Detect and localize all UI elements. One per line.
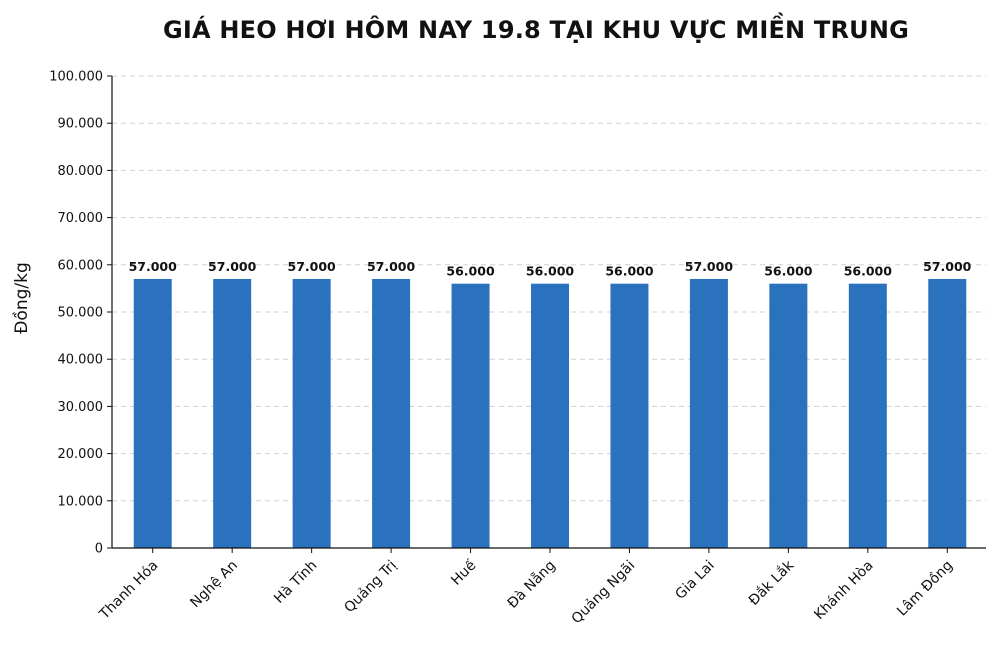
y-tick-label: 20.000 xyxy=(58,447,104,462)
data-label: 57.000 xyxy=(288,259,337,274)
bar xyxy=(928,278,967,548)
x-tick-label: Khánh Hòa xyxy=(811,558,876,623)
data-label: 57.000 xyxy=(129,259,178,274)
bar xyxy=(531,283,569,548)
bar xyxy=(451,283,490,548)
axes xyxy=(107,75,986,553)
x-tick-label: Gia Lai xyxy=(672,558,717,603)
data-label: 57.000 xyxy=(367,259,416,274)
data-label: 56.000 xyxy=(446,264,495,279)
y-tick-labels: 0 10.000 20.000 30.000 40.000 50.000 60.000 70.… xyxy=(49,70,103,557)
x-tick-label: Đà Nẵng xyxy=(504,557,559,612)
x-tick-label: Hà Tĩnh xyxy=(271,558,320,607)
y-tick-label: 40.000 xyxy=(58,353,104,368)
y-tick-label: 90.000 xyxy=(58,117,104,132)
x-tick-label: Đắk Lắk xyxy=(745,556,798,609)
data-label: 56.000 xyxy=(844,264,893,279)
x-tick-label: Nghệ An xyxy=(187,558,241,612)
data-label: 57.000 xyxy=(923,259,972,274)
bar xyxy=(213,278,252,548)
bar xyxy=(769,283,808,548)
y-tick-label: 60.000 xyxy=(58,258,104,273)
chart-title: GIÁ HEO HƠI HÔM NAY 19.8 TẠI KHU VỰC MIỀ… xyxy=(162,16,910,44)
data-labels: 57.000 57.000 57.000 57.000 56.000 56.000 56.0… xyxy=(129,259,972,279)
bar xyxy=(610,283,649,548)
bar xyxy=(848,283,887,548)
bar xyxy=(372,278,411,548)
x-tick-label: Quảng Trị xyxy=(341,558,400,617)
y-tick-label: 0 xyxy=(95,542,103,557)
y-tick-label: 100.000 xyxy=(49,70,103,85)
x-tick-label: Huế xyxy=(448,557,480,589)
x-tick-label: Quảng Ngãi xyxy=(569,558,639,628)
y-tick-label: 30.000 xyxy=(58,400,104,415)
data-label: 56.000 xyxy=(764,264,813,279)
bar xyxy=(133,278,172,548)
bar xyxy=(292,278,331,548)
x-tick-labels: Thanh Hóa Nghệ An Hà Tĩnh Quảng Trị Huế Đà Nẵ… xyxy=(96,556,956,627)
y-tick-label: 80.000 xyxy=(58,164,104,179)
data-label: 57.000 xyxy=(208,259,257,274)
x-tick-label: Lâm Đồng xyxy=(893,557,956,620)
x-tick-label: Thanh Hóa xyxy=(96,558,162,624)
y-tick-label: 10.000 xyxy=(58,494,104,509)
data-label: 56.000 xyxy=(605,264,654,279)
bar xyxy=(689,278,728,548)
y-tick-label: 70.000 xyxy=(58,211,104,226)
data-label: 56.000 xyxy=(526,264,575,279)
bars xyxy=(133,278,967,548)
data-label: 57.000 xyxy=(685,259,734,274)
y-tick-label: 50.000 xyxy=(58,306,104,321)
